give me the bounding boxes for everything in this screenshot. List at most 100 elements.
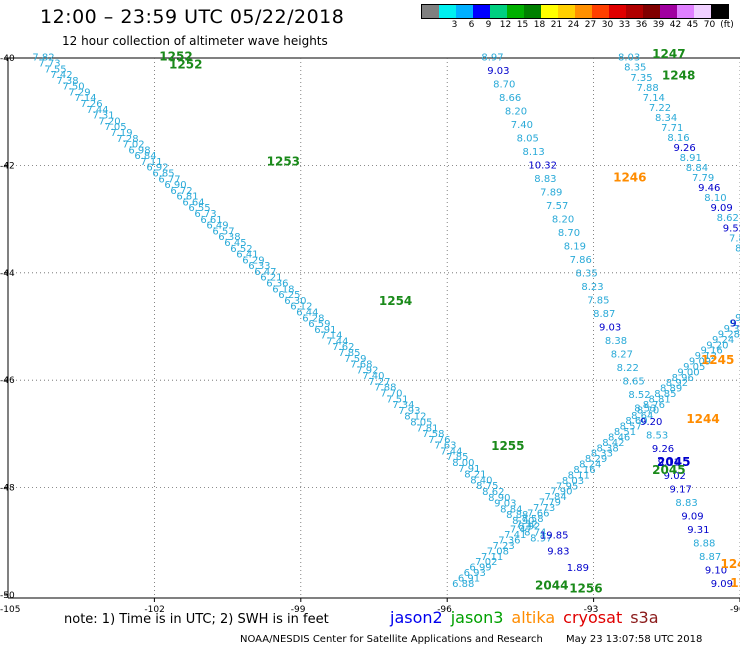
scale-swatch xyxy=(507,5,524,18)
track-a-swh-value: 8.75 xyxy=(476,481,498,492)
map-subtitle: 12 hour collection of altimeter wave hei… xyxy=(62,34,328,48)
track-b-swh-value: 7.41 xyxy=(504,530,526,541)
track-c-swh-value: 10.32 xyxy=(528,161,557,172)
track-a-swh-value: 7.55 xyxy=(44,64,66,75)
track-a-swh-value: 6.44 xyxy=(296,307,318,318)
track-c-swh-value: 8.53 xyxy=(646,431,668,442)
credit-line: NOAA/NESDIS Center for Satellite Applica… xyxy=(240,634,702,645)
track-c-swh-value: 8.13 xyxy=(523,147,545,158)
track-a-swh-value: 8.40 xyxy=(470,475,492,486)
track-c-swh-value: 8.35 xyxy=(575,269,597,280)
track-b-time-label: 2044 xyxy=(535,579,568,593)
track-a-swh-value: 6.98 xyxy=(128,145,150,156)
color-scale-labels: 3 6 9 12 15 18 21 24 27 30 33 36 39 42 45 70 (ft) xyxy=(421,19,734,31)
track-b-swh-value: 8.33 xyxy=(591,449,613,460)
track-b-swh-value: 9.12 xyxy=(695,351,717,362)
track-a-swh-value: 7.63 xyxy=(434,441,456,452)
track-b-swh-value: 7.95 xyxy=(556,481,578,492)
track-b-swh-value: 8.11 xyxy=(568,470,590,481)
track-b-swh-value: 7.23 xyxy=(493,541,515,552)
track-a-swh-value: 7.76 xyxy=(428,435,450,446)
track-a-swh-value: 6.12 xyxy=(290,302,312,313)
scale-label: 27 xyxy=(584,20,597,30)
satellite-legend-jason2: jason2 xyxy=(390,608,443,627)
track-a-swh-value: 7.68 xyxy=(350,360,372,371)
track-c-swh-value: 8.87 xyxy=(699,552,721,563)
track-c-time-label: 1246 xyxy=(613,171,646,185)
track-b-swh-value: 9.00 xyxy=(677,367,699,378)
track-d-time-label: 1247 xyxy=(652,47,685,61)
track-c-swh-value: 8.20 xyxy=(552,215,574,226)
track-c-swh-value: 7.85 xyxy=(587,296,609,307)
track-c-swh-value: 8.88 xyxy=(693,538,715,549)
track-c-swh-value: 8.53 xyxy=(634,404,656,415)
scale-swatch xyxy=(694,5,711,18)
track-b-swh-value: 8.85 xyxy=(654,389,676,400)
track-a-swh-value: 6.92 xyxy=(146,163,168,174)
scale-swatch xyxy=(677,5,694,18)
track-d-swh-value: 8.62 xyxy=(717,213,739,224)
track-b-swh-value: 7.02 xyxy=(475,557,497,568)
lon-tick-label: -93 xyxy=(584,605,599,615)
track-a-swh-value: 6.41 xyxy=(236,250,258,261)
track-b-swh-value: 9.28 xyxy=(718,329,740,340)
track-a-swh-value: 7.34 xyxy=(392,400,414,411)
track-b-swh-value: 9.20 xyxy=(706,340,728,351)
track-a-swh-value: 8.90 xyxy=(488,493,510,504)
track-a-swh-value: 6.85 xyxy=(152,168,174,179)
track-c-swh-value: 8.70 xyxy=(558,228,580,239)
track-a-swh-value: 6.33 xyxy=(248,261,270,272)
track-b-swh-value: 7.11 xyxy=(481,552,503,563)
track-a-swh-value: 7.73 xyxy=(38,58,60,69)
track-c-swh-value: 7.57 xyxy=(546,201,568,212)
map-title: 12:00 – 23:59 UTC 05/22/2018 xyxy=(40,6,345,28)
track-c-swh-value: 8.20 xyxy=(505,107,527,118)
track-a-swh-value: 7.44 xyxy=(86,105,108,116)
track-a-swh-value: 6.77 xyxy=(158,174,180,185)
track-a-swh-value: 7.14 xyxy=(320,331,342,342)
track-a-swh-value: 7.14 xyxy=(74,93,96,104)
track-b-swh-value: 7.66 xyxy=(527,508,549,519)
track-a-swh-value: 6.38 xyxy=(218,232,240,243)
scale-swatch xyxy=(711,5,728,18)
track-b-swh-value: 8.29 xyxy=(585,454,607,465)
track-b-swh-value: 7.58 xyxy=(521,514,543,525)
track-a-swh-value: 6.72 xyxy=(170,186,192,197)
scale-swatch xyxy=(473,5,490,18)
track-a-swh-value: 8.05 xyxy=(410,417,432,428)
track-c-swh-value: 9.03 xyxy=(599,323,621,334)
scale-label: 6 xyxy=(468,20,475,30)
track-a-swh-value: 7.85 xyxy=(446,452,468,463)
track-b-swh-value: 9.09 xyxy=(689,357,711,368)
corner-lon-label: -105 xyxy=(0,605,20,615)
track-d-swh-value: 7.22 xyxy=(649,103,671,114)
track-d-swh-value: 9.52 xyxy=(723,223,740,234)
credit-text: NOAA/NESDIS Center for Satellite Applica… xyxy=(240,634,543,645)
track-b-swh-value: 6.88 xyxy=(452,579,474,590)
lat-tick-label: -50 xyxy=(0,591,15,601)
track-a-swh-value: 6.21 xyxy=(260,273,282,284)
scale-unit-label: (ft) xyxy=(720,20,734,30)
track-b-swh-value: 7.08 xyxy=(487,546,509,557)
lat-tick-label: -44 xyxy=(0,269,15,279)
scale-label: 12 xyxy=(499,20,512,30)
scale-label: 9 xyxy=(485,20,492,30)
track-a-swh-value: 6.64 xyxy=(182,197,204,208)
track-b-swh-value: 8.81 xyxy=(648,395,670,406)
track-c-swh-value: 9.09 xyxy=(681,511,703,522)
track-c-swh-value: 8.27 xyxy=(611,350,633,361)
track-a-swh-value: 7.81 xyxy=(416,423,438,434)
track-d-swh-value: 9.26 xyxy=(673,143,695,154)
scale-label: 24 xyxy=(567,20,580,30)
track-d-swh-value: 8.10 xyxy=(704,193,726,204)
track-c-time-label: 1245 xyxy=(701,353,734,367)
track-a-time-label: 1254 xyxy=(379,294,412,308)
track-a-swh-value: 6.59 xyxy=(308,319,330,330)
track-a-swh-value: 6.25 xyxy=(278,290,300,301)
track-a-swh-value: 7.28 xyxy=(116,134,138,145)
satellite-legend-jason3: jason3 xyxy=(450,608,504,627)
track-a-swh-value: 8.97 xyxy=(530,533,552,544)
track-c-swh-value: 9.09 xyxy=(711,579,733,590)
scale-swatch xyxy=(609,5,626,18)
